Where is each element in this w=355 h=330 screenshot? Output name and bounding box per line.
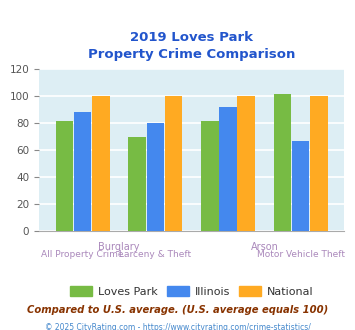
Bar [219,107,237,231]
Bar [310,96,328,231]
Text: All Property Crime: All Property Crime [42,250,124,259]
Bar [165,96,182,231]
Bar [274,94,291,231]
Bar [292,141,310,231]
Text: Motor Vehicle Theft: Motor Vehicle Theft [257,250,345,259]
Title: 2019 Loves Park
Property Crime Comparison: 2019 Loves Park Property Crime Compariso… [88,31,295,61]
Legend: Loves Park, Illinois, National: Loves Park, Illinois, National [66,282,318,302]
Bar [129,137,146,231]
Text: Burglary: Burglary [98,242,140,252]
Bar [56,120,73,231]
Text: © 2025 CityRating.com - https://www.cityrating.com/crime-statistics/: © 2025 CityRating.com - https://www.city… [45,323,310,330]
Bar [74,113,91,231]
Text: Compared to U.S. average. (U.S. average equals 100): Compared to U.S. average. (U.S. average … [27,305,328,315]
Bar [147,123,164,231]
Text: Larceny & Theft: Larceny & Theft [119,250,191,259]
Text: Arson: Arson [251,242,278,252]
Bar [201,120,219,231]
Bar [237,96,255,231]
Bar [92,96,110,231]
